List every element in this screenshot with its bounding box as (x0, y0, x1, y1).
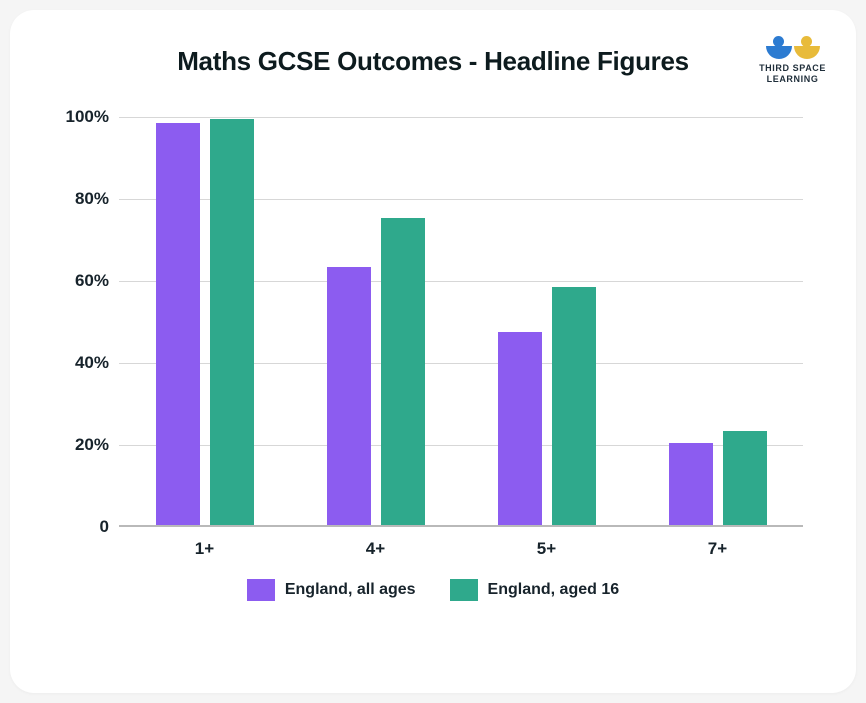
logo-text-line2: LEARNING (759, 74, 826, 85)
y-axis-label: 20% (43, 435, 109, 455)
chart-card: THIRD SPACE LEARNING Maths GCSE Outcomes… (10, 10, 856, 693)
plot-area (119, 117, 803, 527)
logo-arc-left (766, 46, 792, 59)
bar (327, 267, 371, 525)
bar (498, 332, 542, 525)
bar (210, 119, 254, 525)
x-axis-label: 4+ (366, 539, 385, 559)
y-axis-label: 100% (43, 107, 109, 127)
x-axis-label: 7+ (708, 539, 727, 559)
bar (723, 431, 767, 525)
logo-text: THIRD SPACE LEARNING (759, 63, 826, 85)
bar-group (156, 119, 254, 525)
legend-swatch (450, 579, 478, 601)
logo-text-line1: THIRD SPACE (759, 63, 826, 74)
chart-title: Maths GCSE Outcomes - Headline Figures (38, 46, 828, 77)
legend-item: England, aged 16 (450, 579, 620, 601)
gridline (119, 117, 803, 118)
bar-group (327, 218, 425, 526)
bar (669, 443, 713, 525)
bar (156, 123, 200, 525)
y-axis-label: 0 (43, 517, 109, 537)
logo-arc-right (794, 46, 820, 59)
y-axis-label: 40% (43, 353, 109, 373)
x-axis-label: 5+ (537, 539, 556, 559)
brand-logo: THIRD SPACE LEARNING (759, 36, 826, 85)
x-axis-label: 1+ (195, 539, 214, 559)
legend-swatch (247, 579, 275, 601)
legend: England, all ages England, aged 16 (38, 579, 828, 601)
bar-group (498, 287, 596, 525)
bar-group (669, 431, 767, 525)
chart: 0 20% 40% 60% 80% 100% 1+ 4+ 5+ 7+ (43, 107, 823, 567)
bar (381, 218, 425, 526)
y-axis-label: 80% (43, 189, 109, 209)
legend-label: England, aged 16 (488, 581, 620, 599)
logo-icon (759, 36, 826, 59)
legend-item: England, all ages (247, 579, 416, 601)
bar (552, 287, 596, 525)
legend-label: England, all ages (285, 581, 416, 599)
y-axis-label: 60% (43, 271, 109, 291)
